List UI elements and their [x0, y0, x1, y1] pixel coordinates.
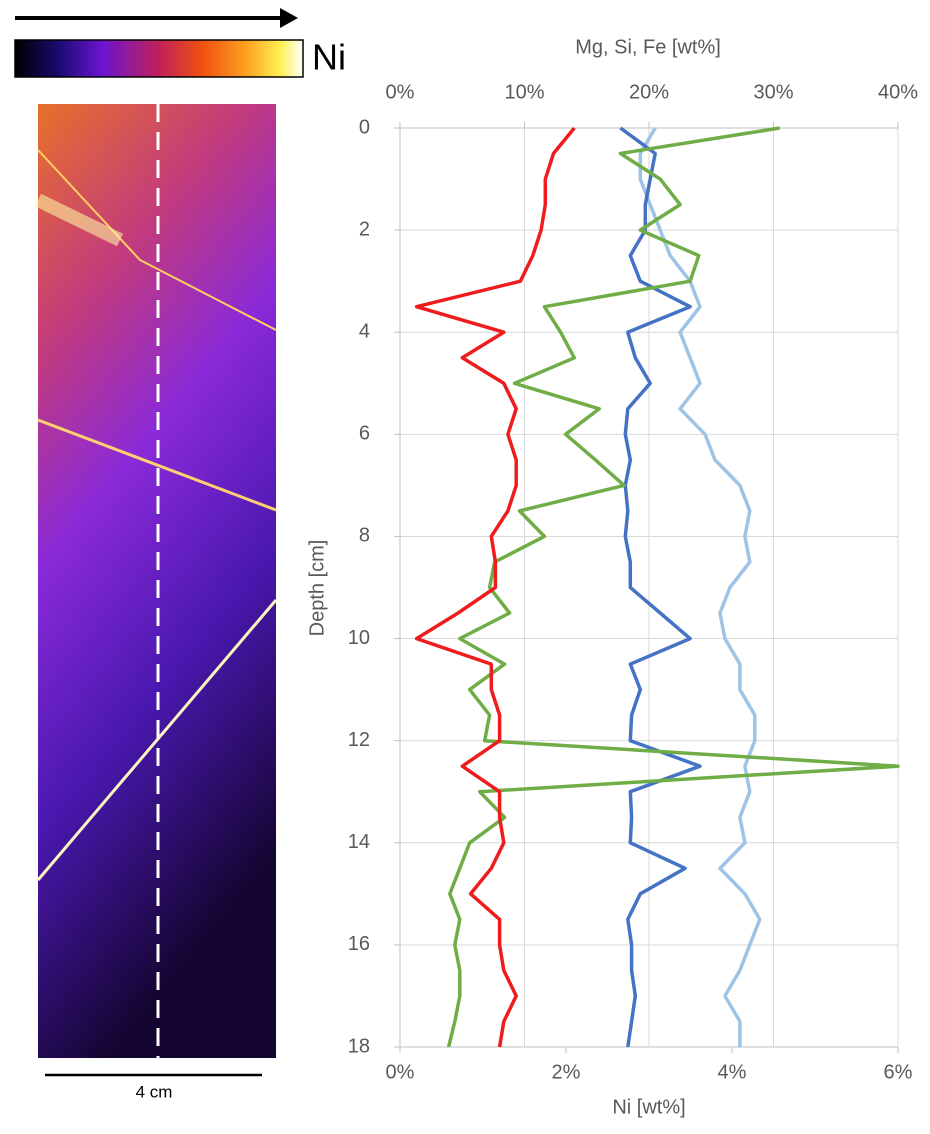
y-tick-label: 12 — [348, 729, 370, 751]
vein — [37, 418, 277, 512]
y-tick-label: 0 — [359, 116, 370, 138]
x-tick-label: 2% — [552, 1061, 581, 1083]
y-tick-label: 10 — [348, 627, 370, 649]
y-tick-label: 4 — [359, 321, 370, 343]
element-map — [34, 104, 278, 1058]
series-line — [638, 127, 762, 1047]
x2-tick-label: 30% — [753, 81, 793, 103]
y-axis-title: Depth [cm] — [306, 540, 328, 637]
x-axis-title: Ni [wt%] — [612, 1096, 685, 1118]
vein — [34, 193, 124, 247]
x2-tick-label: 0% — [386, 81, 415, 103]
series-line — [446, 126, 900, 1048]
y-tick-label: 16 — [348, 933, 370, 955]
y-tick-label: 6 — [359, 423, 370, 445]
x2-axis-title: Mg, Si, Fe [wt%] — [575, 36, 721, 58]
x-tick-label: 6% — [884, 1061, 913, 1083]
x2-tick-label: 20% — [629, 81, 669, 103]
colorbar — [14, 39, 304, 78]
series-line — [619, 126, 702, 1048]
x2-tick-label: 40% — [878, 81, 918, 103]
series-line — [414, 126, 576, 1048]
x2-tick-label: 10% — [504, 81, 544, 103]
x-tick-label: 0% — [386, 1061, 415, 1083]
y-tick-label: 14 — [348, 831, 370, 853]
y-tick-label: 18 — [348, 1035, 370, 1057]
arrow-head — [280, 8, 298, 28]
x-tick-label: 4% — [718, 1061, 747, 1083]
vein — [37, 149, 277, 331]
y-tick-label: 8 — [359, 525, 370, 547]
scale-label: 4 cm — [136, 1082, 173, 1101]
y-tick-label: 2 — [359, 218, 370, 240]
vein — [36, 599, 278, 881]
plot: 0% 10% 20% 30% 40% 0 2 4 6 8 10 12 14 16 18 0% 2% 4% 6% — [348, 81, 918, 1083]
colorbar-label: Ni — [312, 37, 346, 78]
